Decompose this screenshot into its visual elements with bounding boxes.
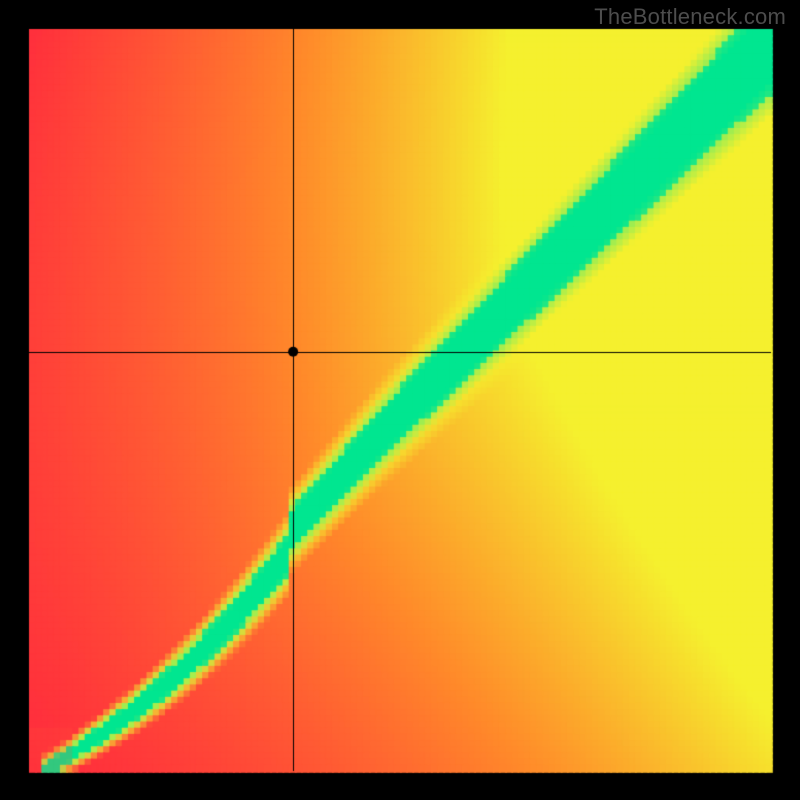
heatmap-canvas — [0, 0, 800, 800]
chart-container: TheBottleneck.com — [0, 0, 800, 800]
watermark-text: TheBottleneck.com — [594, 4, 786, 30]
